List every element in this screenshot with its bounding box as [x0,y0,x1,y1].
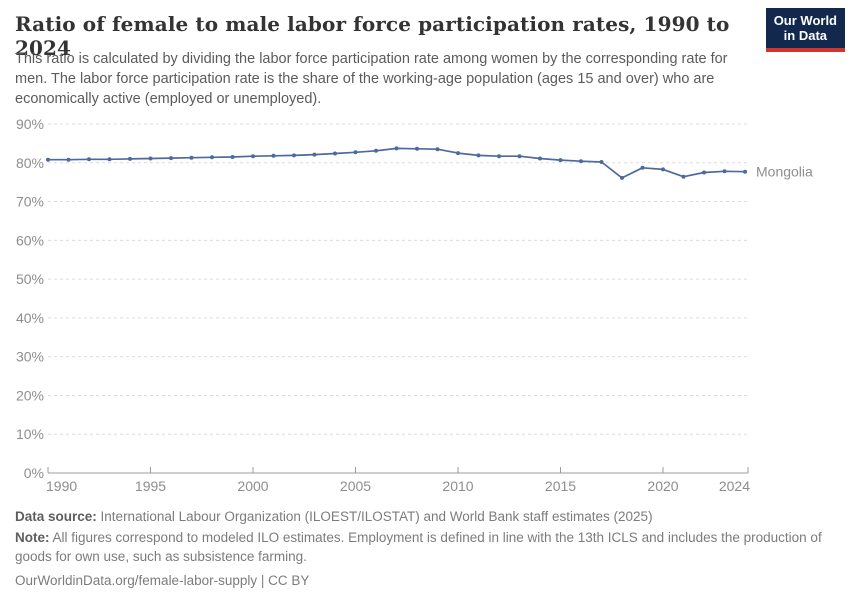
data-point[interactable] [169,156,173,161]
y-tick-label: 20% [16,387,44,403]
data-point[interactable] [148,156,153,161]
data-point[interactable] [374,148,378,153]
x-tick-label: 1990 [46,478,77,494]
citation-line: OurWorldinData.org/female-labor-supply |… [15,573,310,589]
data-point[interactable] [230,155,235,159]
x-tick-label: 2020 [647,478,678,494]
data-point[interactable] [210,155,214,160]
y-tick-label: 80% [16,155,44,171]
data-point[interactable] [128,156,132,161]
y-tick-label: 10% [16,426,44,442]
chart-title: Ratio of female to male labor force part… [15,12,730,60]
data-source-text: International Labour Organization (ILOES… [100,509,653,524]
note-label: Note: [15,530,50,546]
data-source-label: Data source: [15,509,97,524]
data-point[interactable] [292,153,296,158]
y-tick-label: 40% [16,310,44,326]
chart-footer: Data source: International Labour Organi… [15,508,823,593]
x-tick-label: 1995 [135,478,166,494]
data-point[interactable] [579,159,583,164]
data-point[interactable] [558,158,563,163]
data-point[interactable] [251,154,255,159]
data-point[interactable] [681,174,686,179]
data-point[interactable] [661,167,665,172]
chart-subtitle: This ratio is calculated by dividing the… [15,51,728,107]
data-point[interactable] [46,157,50,162]
data-point[interactable] [312,152,317,157]
owid-logo[interactable]: Our World in Data [765,8,845,52]
data-point[interactable] [271,153,276,158]
x-tick-label: 2015 [545,478,576,494]
data-point[interactable] [476,153,481,158]
data-point[interactable] [599,160,604,164]
data-source-line: Data source: International Labour Organi… [15,508,823,526]
series-label[interactable]: Mongolia [756,164,813,180]
data-point[interactable] [353,150,358,155]
y-tick-label: 0% [24,465,44,481]
data-point[interactable] [538,156,542,161]
x-tick-label: 2005 [340,478,371,494]
x-tick-label: 2000 [237,478,268,494]
note-line: Note: All figures correspond to modeled … [15,529,823,566]
data-point[interactable] [620,175,624,180]
y-tick-label: 90% [16,116,44,132]
y-tick-label: 30% [16,349,44,365]
x-tick-label: 2010 [442,478,473,494]
data-point[interactable] [435,147,440,152]
data-point[interactable] [66,157,71,162]
data-point[interactable] [87,157,91,162]
data-point[interactable] [722,169,727,174]
y-tick-label: 70% [16,194,44,210]
y-tick-label: 60% [16,232,44,248]
data-point[interactable] [189,155,194,160]
x-tick-label: 2024 [719,478,750,494]
note-text: All figures correspond to modeled ILO es… [15,530,822,564]
data-point[interactable] [107,157,112,162]
data-point[interactable] [743,169,747,174]
data-point[interactable] [517,154,522,159]
owid-logo-line2: in Data [783,27,828,43]
data-point[interactable] [415,146,419,151]
data-point[interactable] [702,170,706,175]
data-point[interactable] [497,154,501,159]
data-point[interactable] [640,165,645,170]
data-point[interactable] [456,151,460,156]
data-point[interactable] [333,151,337,156]
data-point[interactable] [394,146,399,151]
y-tick-label: 50% [16,271,44,287]
owid-logo-line1: Our World [773,13,837,28]
